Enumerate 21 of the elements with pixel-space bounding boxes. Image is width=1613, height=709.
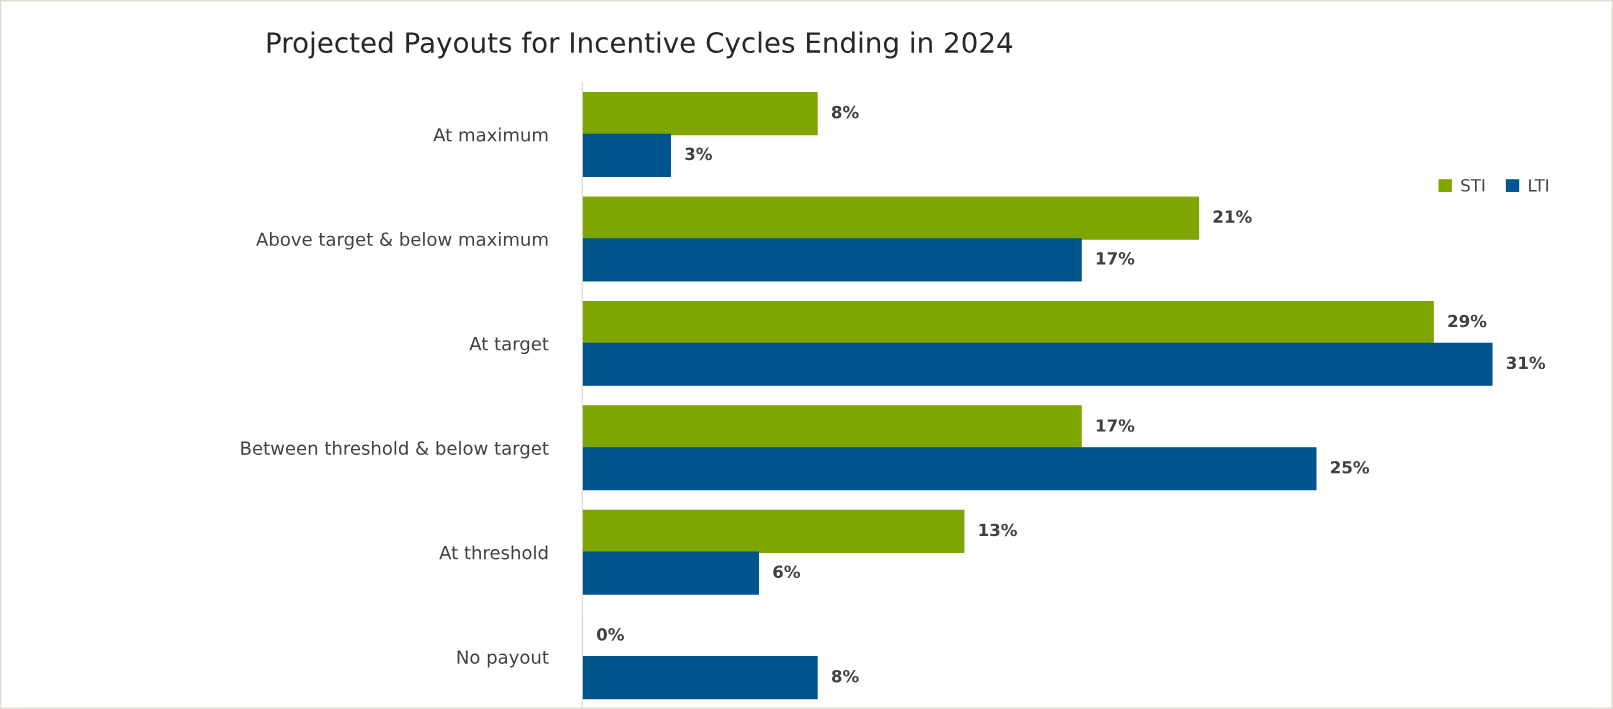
data-label: 13% [979, 523, 1017, 537]
y-tick-label: At threshold [439, 545, 548, 560]
legend-label: LTI [1529, 179, 1548, 192]
data-label: 8% [831, 669, 859, 683]
data-label: 21% [1213, 210, 1252, 223]
y-tick-label: At target [469, 337, 549, 355]
y-tick-label: Between threshold & below target [241, 440, 549, 459]
data-label: 0% [596, 628, 624, 641]
legend-label: STI [1461, 179, 1485, 192]
data-label: 8% [831, 105, 859, 119]
chart-title: Projected Payouts for Incentive Cycles Ending in 2024 [267, 31, 1013, 59]
data-label: 29% [1448, 314, 1487, 328]
y-tick-label: At maximum [433, 127, 548, 142]
data-label: 31% [1506, 356, 1546, 370]
data-label: 25% [1331, 460, 1370, 474]
data-label: 17% [1096, 419, 1135, 432]
data-label: 17% [1096, 252, 1135, 265]
y-tick-label: Above target & below maximum [256, 232, 548, 250]
data-label: 3% [685, 147, 712, 161]
data-label: 6% [773, 565, 800, 579]
y-tick-label: No payout [457, 650, 549, 668]
